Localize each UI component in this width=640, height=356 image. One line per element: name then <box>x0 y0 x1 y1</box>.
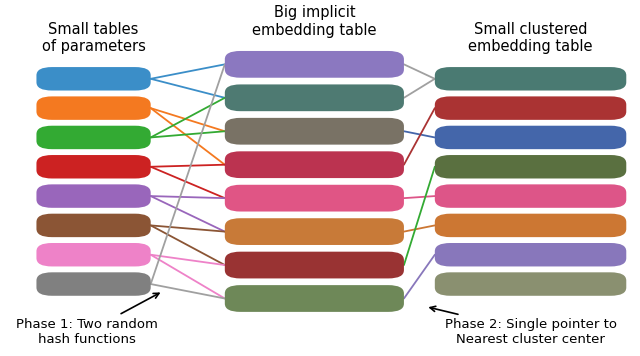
Text: Phase 2: Single pointer to
Nearest cluster center: Phase 2: Single pointer to Nearest clust… <box>430 306 616 346</box>
FancyBboxPatch shape <box>225 51 404 78</box>
FancyBboxPatch shape <box>36 126 150 149</box>
FancyBboxPatch shape <box>225 151 404 178</box>
Text: Big implicit
embedding table: Big implicit embedding table <box>252 5 376 38</box>
FancyBboxPatch shape <box>435 67 627 90</box>
FancyBboxPatch shape <box>435 243 627 266</box>
FancyBboxPatch shape <box>225 218 404 245</box>
FancyBboxPatch shape <box>36 96 150 120</box>
FancyBboxPatch shape <box>225 185 404 211</box>
FancyBboxPatch shape <box>36 272 150 296</box>
FancyBboxPatch shape <box>225 252 404 278</box>
FancyBboxPatch shape <box>36 67 150 90</box>
FancyBboxPatch shape <box>36 214 150 237</box>
FancyBboxPatch shape <box>435 96 627 120</box>
Text: Small tables
of parameters: Small tables of parameters <box>42 22 145 54</box>
FancyBboxPatch shape <box>435 126 627 149</box>
FancyBboxPatch shape <box>435 184 627 208</box>
FancyBboxPatch shape <box>36 243 150 266</box>
FancyBboxPatch shape <box>435 272 627 296</box>
FancyBboxPatch shape <box>225 118 404 145</box>
FancyBboxPatch shape <box>225 84 404 111</box>
Text: Small clustered
embedding table: Small clustered embedding table <box>468 22 593 54</box>
FancyBboxPatch shape <box>435 155 627 178</box>
FancyBboxPatch shape <box>36 184 150 208</box>
FancyBboxPatch shape <box>36 155 150 178</box>
FancyBboxPatch shape <box>225 285 404 312</box>
FancyBboxPatch shape <box>435 214 627 237</box>
Text: Phase 1: Two random
hash functions: Phase 1: Two random hash functions <box>17 293 159 346</box>
